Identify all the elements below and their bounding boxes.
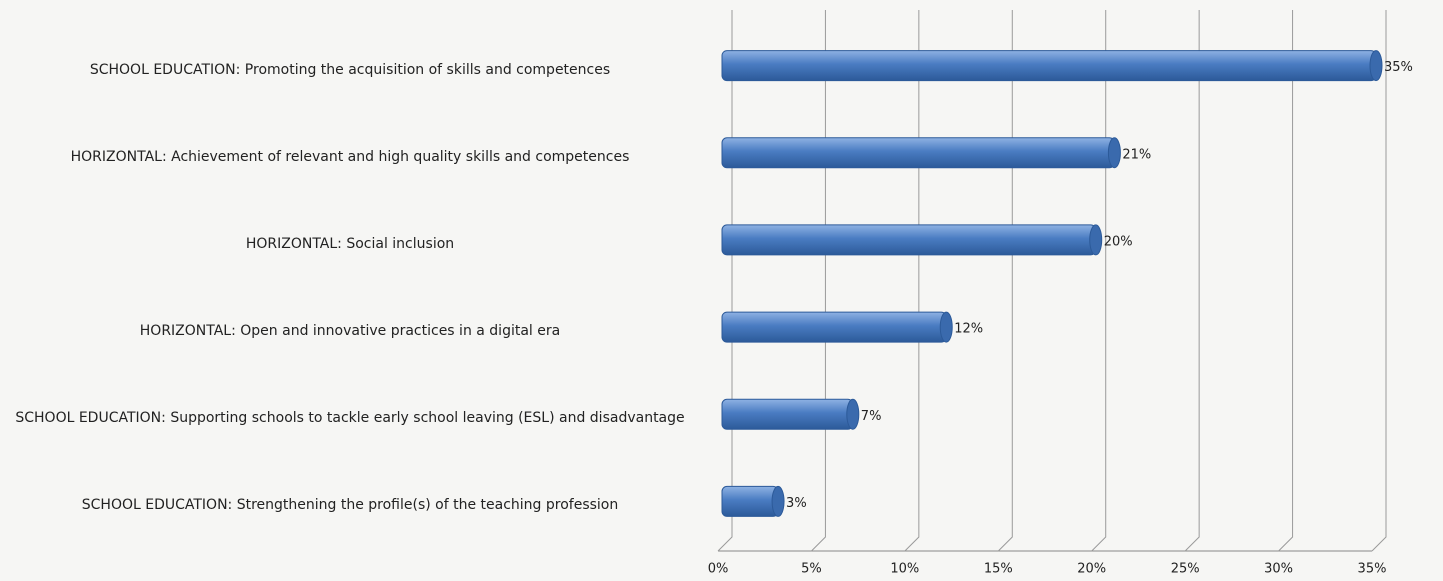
category-label: HORIZONTAL: Open and innovative practice… [139, 323, 561, 340]
value-label: 3% [786, 496, 807, 511]
bar [721, 485, 779, 517]
grid-line [1371, 10, 1387, 552]
value-label: 12% [954, 322, 983, 337]
bar [721, 224, 1097, 256]
bar [721, 311, 947, 343]
grid-line [1091, 10, 1107, 552]
bar-end [1107, 137, 1121, 169]
value-label: 21% [1122, 147, 1151, 162]
bar [721, 398, 854, 430]
bar-end [771, 485, 785, 517]
grid-line [904, 10, 920, 552]
bar [721, 137, 1115, 169]
bar-end [939, 311, 953, 343]
category-label: HORIZONTAL: Achievement of relevant and … [70, 148, 630, 165]
x-tick-label: 0% [708, 562, 729, 577]
bar [721, 50, 1377, 82]
x-tick-label: 25% [1171, 562, 1200, 577]
value-label: 7% [861, 409, 882, 424]
category-label: HORIZONTAL: Social inclusion [245, 235, 455, 252]
value-label: 35% [1384, 60, 1413, 75]
x-tick-label: 15% [984, 562, 1013, 577]
grid-line [997, 10, 1013, 552]
grid-line [1278, 10, 1294, 552]
x-tick-label: 10% [890, 562, 919, 577]
x-tick-label: 5% [801, 562, 822, 577]
grid-line [717, 10, 733, 552]
bar-end [1089, 224, 1103, 256]
grid-line [811, 10, 826, 552]
x-tick-label: 35% [1358, 562, 1387, 577]
bar-end [1369, 50, 1383, 82]
category-label: SCHOOL EDUCATION: Strengthening the prof… [81, 497, 619, 514]
value-label: 20% [1104, 234, 1133, 249]
bar-end [846, 398, 860, 430]
category-label: SCHOOL EDUCATION: Supporting schools to … [15, 410, 685, 427]
category-label: SCHOOL EDUCATION: Promoting the acquisit… [89, 61, 611, 78]
grid-line [1184, 10, 1200, 552]
x-tick-label: 20% [1077, 562, 1106, 577]
x-tick-label: 30% [1264, 562, 1293, 577]
